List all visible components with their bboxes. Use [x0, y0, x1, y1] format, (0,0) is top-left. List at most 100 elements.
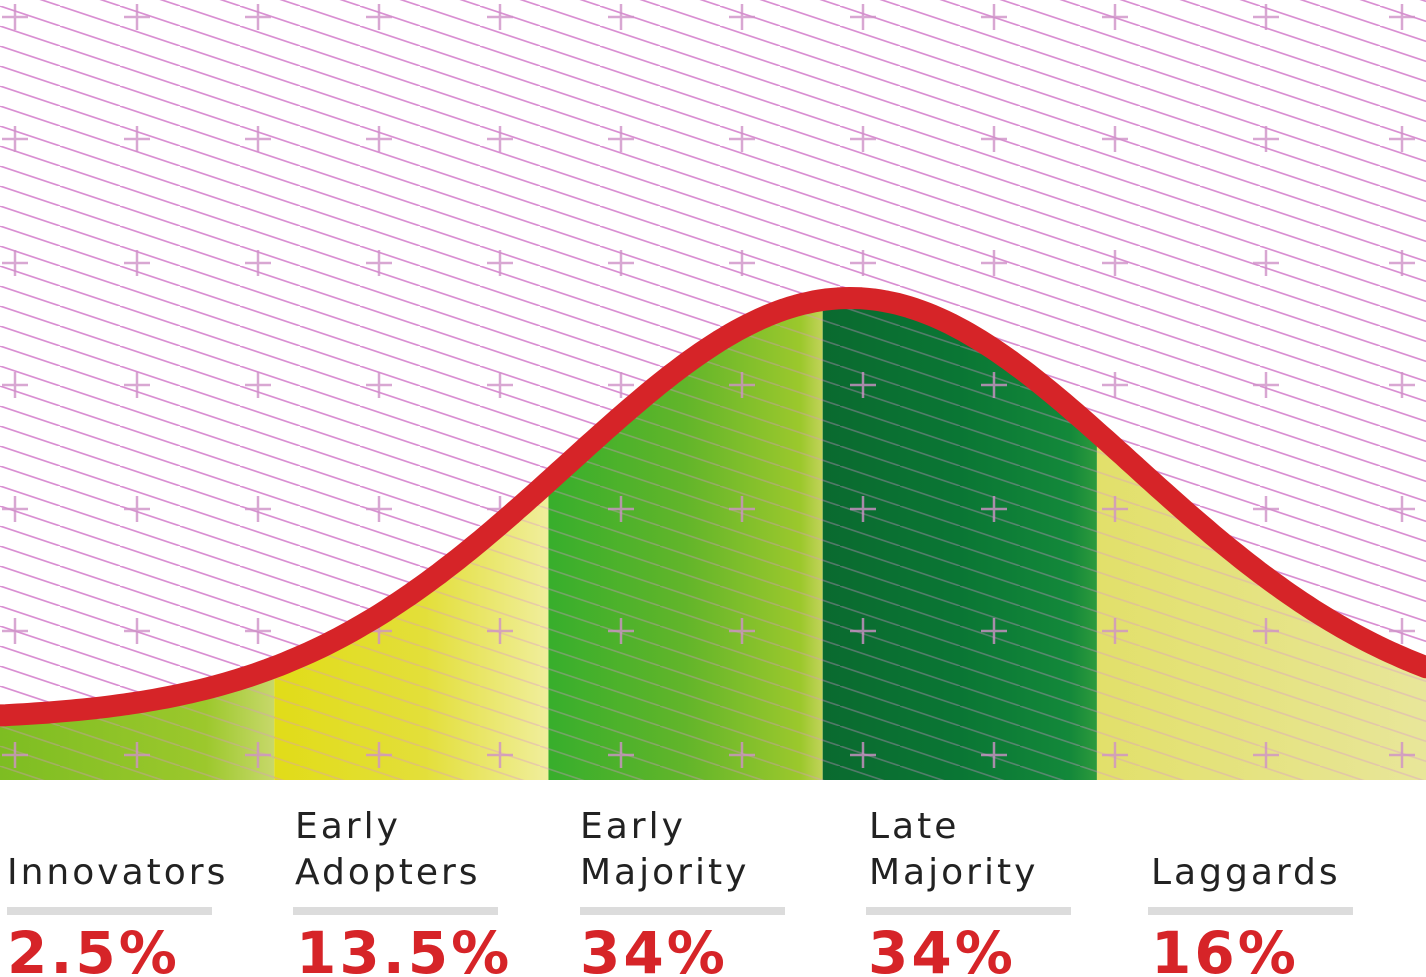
grid-plus-mark [245, 126, 271, 152]
grid-plus-mark [1253, 496, 1279, 522]
grid-plus-mark [1389, 250, 1415, 276]
grid-plus-mark [981, 496, 1007, 522]
grid-plus-mark [1253, 618, 1279, 644]
grid-plus-mark [850, 126, 876, 152]
grid-plus-mark [608, 372, 634, 398]
label-late-majority-line1: Late [869, 806, 960, 847]
label-laggards-line1: Laggards [1151, 852, 1341, 893]
grid-plus-mark [124, 618, 150, 644]
grid-plus-mark [124, 372, 150, 398]
rule-early-majority [580, 907, 785, 915]
grid-plus-mark [608, 4, 634, 30]
label-late-majority: Late Majority [869, 800, 1159, 896]
grid-plus-mark [2, 126, 28, 152]
grid-plus-mark [366, 496, 392, 522]
grid-plus-mark [608, 250, 634, 276]
grid-plus-mark [850, 372, 876, 398]
grid-plus-mark [729, 496, 755, 522]
bell-curve-line [0, 287, 1426, 727]
label-early-adopters: Early Adopters [295, 800, 585, 896]
grid-plus-mark [1102, 250, 1128, 276]
percent-laggards: 16% [1151, 920, 1299, 977]
grid-plus-mark [2, 742, 28, 768]
label-laggards: Laggards [1151, 800, 1426, 896]
grid-plus-mark [124, 496, 150, 522]
grid-plus-mark [245, 372, 271, 398]
rule-laggards [1148, 907, 1353, 915]
grid-plus-mark [850, 742, 876, 768]
grid-plus-mark [729, 372, 755, 398]
grid-plus-mark [487, 372, 513, 398]
label-early-majority-line2: Majority [580, 852, 750, 893]
grid-plus-mark [981, 742, 1007, 768]
grid-plus-mark [1102, 126, 1128, 152]
grid-plus-mark [850, 4, 876, 30]
adoption-curve-chart [0, 0, 1426, 780]
label-early-adopters-line2: Adopters [295, 852, 481, 893]
label-early-majority: Early Majority [580, 800, 870, 896]
grid-marks [2, 4, 1415, 768]
grid-plus-mark [366, 4, 392, 30]
grid-plus-mark [729, 126, 755, 152]
grid-plus-mark [487, 126, 513, 152]
rule-late-majority [866, 907, 1071, 915]
grid-plus-mark [729, 742, 755, 768]
percent-early-adopters: 13.5% [296, 920, 513, 977]
grid-plus-mark [1389, 618, 1415, 644]
grid-plus-mark [2, 618, 28, 644]
grid-plus-mark [124, 742, 150, 768]
label-innovators-line1: Innovators [7, 852, 229, 893]
label-early-majority-line1: Early [580, 806, 686, 847]
grid-plus-mark [245, 496, 271, 522]
grid-plus-mark [981, 250, 1007, 276]
grid-plus-mark [2, 4, 28, 30]
label-early-adopters-line1: Early [295, 806, 401, 847]
grid-plus-mark [1102, 496, 1128, 522]
grid-plus-mark [1253, 126, 1279, 152]
grid-plus-mark [1253, 4, 1279, 30]
grid-plus-mark [850, 496, 876, 522]
grid-plus-mark [2, 372, 28, 398]
grid-plus-mark [729, 618, 755, 644]
grid-plus-mark [608, 496, 634, 522]
grid-plus-mark [245, 742, 271, 768]
grid-plus-mark [2, 496, 28, 522]
grid-plus-mark [245, 250, 271, 276]
grid-plus-mark [1389, 4, 1415, 30]
rule-innovators [7, 907, 212, 915]
grid-plus-mark [1102, 4, 1128, 30]
grid-plus-mark [1102, 618, 1128, 644]
grid-plus-mark [1389, 126, 1415, 152]
grid-plus-mark [729, 4, 755, 30]
grid-plus-mark [608, 618, 634, 644]
grid-plus-mark [1253, 250, 1279, 276]
grid-plus-mark [487, 742, 513, 768]
grid-plus-mark [2, 250, 28, 276]
grid-plus-mark [1389, 372, 1415, 398]
label-innovators: Innovators [7, 800, 297, 896]
grid-plus-mark [487, 4, 513, 30]
grid-plus-mark [487, 250, 513, 276]
grid-plus-mark [981, 372, 1007, 398]
grid-plus-mark [608, 126, 634, 152]
grid-plus-mark [124, 126, 150, 152]
grid-plus-mark [366, 372, 392, 398]
percent-innovators: 2.5% [7, 920, 180, 977]
grid-plus-mark [1389, 496, 1415, 522]
percent-early-majority: 34% [580, 920, 728, 977]
label-late-majority-line2: Majority [869, 852, 1039, 893]
grid-plus-mark [608, 742, 634, 768]
grid-plus-mark [1102, 742, 1128, 768]
grid-plus-mark [245, 618, 271, 644]
grid-plus-mark [366, 742, 392, 768]
grid-plus-mark [124, 250, 150, 276]
overlay-pattern [0, 0, 1426, 780]
grid-plus-mark [1253, 742, 1279, 768]
grid-plus-mark [981, 4, 1007, 30]
grid-plus-mark [981, 126, 1007, 152]
grid-plus-mark [850, 618, 876, 644]
grid-plus-mark [981, 618, 1007, 644]
grid-plus-mark [124, 4, 150, 30]
rule-early-adopters [293, 907, 498, 915]
grid-plus-mark [245, 4, 271, 30]
